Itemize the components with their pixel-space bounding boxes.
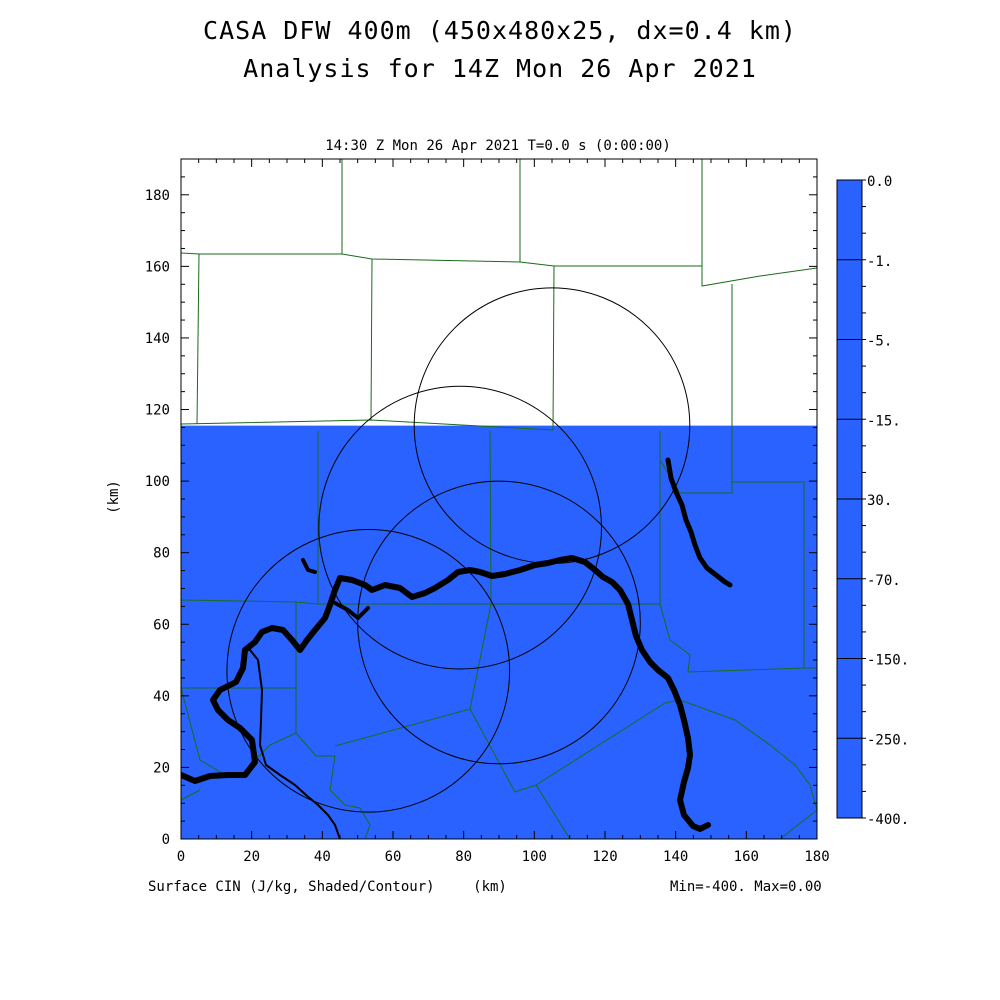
cin-contours — [181, 457, 733, 839]
cin-contour — [249, 649, 341, 839]
colorbar-label: -150. — [867, 653, 909, 669]
county-line — [779, 809, 817, 839]
county-line — [181, 789, 201, 801]
colorbar-ticks — [837, 179, 866, 819]
county-line — [249, 688, 297, 766]
title-line-1: CASA DFW 400m (450x480x25, dx=0.4 km) — [203, 16, 797, 45]
min-max-readout: Min=-400. Max=0.00 — [670, 879, 822, 895]
x-tick-label: 140 — [663, 849, 688, 865]
y-tick-label: 40 — [153, 689, 170, 705]
colorbar-label: 0.0 — [867, 174, 892, 190]
cin-shaded-region — [181, 425, 817, 839]
cin-contour — [665, 457, 733, 588]
colorbar-label: -1. — [867, 254, 892, 270]
colorbar-label: -70. — [867, 573, 901, 589]
county-line — [552, 265, 555, 431]
x-tick-label: 60 — [385, 849, 402, 865]
cin-contour — [333, 601, 370, 620]
x-tick-label: 40 — [314, 849, 331, 865]
colorbar-label: -15. — [867, 413, 901, 429]
radar-range-circle — [318, 385, 602, 670]
y-tick-label: 80 — [153, 546, 170, 562]
x-tick-label: 20 — [243, 849, 260, 865]
y-tick-label: 120 — [145, 403, 170, 419]
y-tick-label: 160 — [145, 259, 170, 275]
cin-contour — [301, 558, 317, 574]
y-tick-label: 180 — [145, 188, 170, 204]
field-label: Surface CIN (J/kg, Shaded/Contour) — [148, 879, 435, 895]
county-line — [181, 687, 226, 776]
county-line — [469, 699, 817, 811]
x-tick-label: 160 — [734, 849, 759, 865]
plot-subtitle: 14:30 Z Mon 26 Apr 2021 T=0.0 s (0:00:00… — [325, 138, 671, 154]
x-axis-unit: (km) — [473, 879, 507, 895]
y-tick-label: 0 — [162, 832, 170, 848]
y-axis-unit: (km) — [106, 480, 122, 514]
county-boundaries — [181, 159, 817, 839]
y-tick-label: 140 — [145, 331, 170, 347]
colorbar-label: -400. — [867, 812, 909, 828]
x-tick-label: 120 — [592, 849, 617, 865]
y-tick-label: 20 — [153, 760, 170, 776]
y-tick-label: 60 — [153, 617, 170, 633]
county-line — [370, 258, 373, 421]
x-axis: 0 20 40 60 80 100 120 140 160 180 — [177, 159, 830, 865]
y-axis: 0 20 40 60 80 100 120 140 160 180 — [145, 158, 817, 848]
colorbar-labels: 0.0 -1. -5. -15. 30. -70. -150. -250. -400. — [867, 174, 909, 828]
colorbar-label: -5. — [867, 334, 892, 350]
county-line — [535, 784, 571, 839]
x-tick-label: 100 — [522, 849, 547, 865]
county-line — [181, 599, 660, 605]
radar-range-circle — [357, 480, 641, 765]
county-line — [181, 419, 554, 431]
county-line — [181, 252, 817, 287]
colorbar-label: 30. — [867, 493, 892, 509]
county-line — [732, 481, 817, 669]
x-tick-label: 180 — [804, 849, 829, 865]
county-line — [659, 431, 733, 494]
cin-contour — [181, 555, 711, 832]
x-tick-label: 0 — [177, 849, 185, 865]
radar-range-circle — [226, 528, 511, 813]
x-tick-label: 80 — [455, 849, 472, 865]
y-tick-label: 100 — [145, 474, 170, 490]
title-line-2: Analysis for 14Z Mon 26 Apr 2021 — [243, 54, 757, 83]
county-line — [196, 253, 200, 425]
county-line — [295, 732, 371, 839]
colorbar-label: -250. — [867, 732, 909, 748]
county-line — [659, 603, 805, 673]
